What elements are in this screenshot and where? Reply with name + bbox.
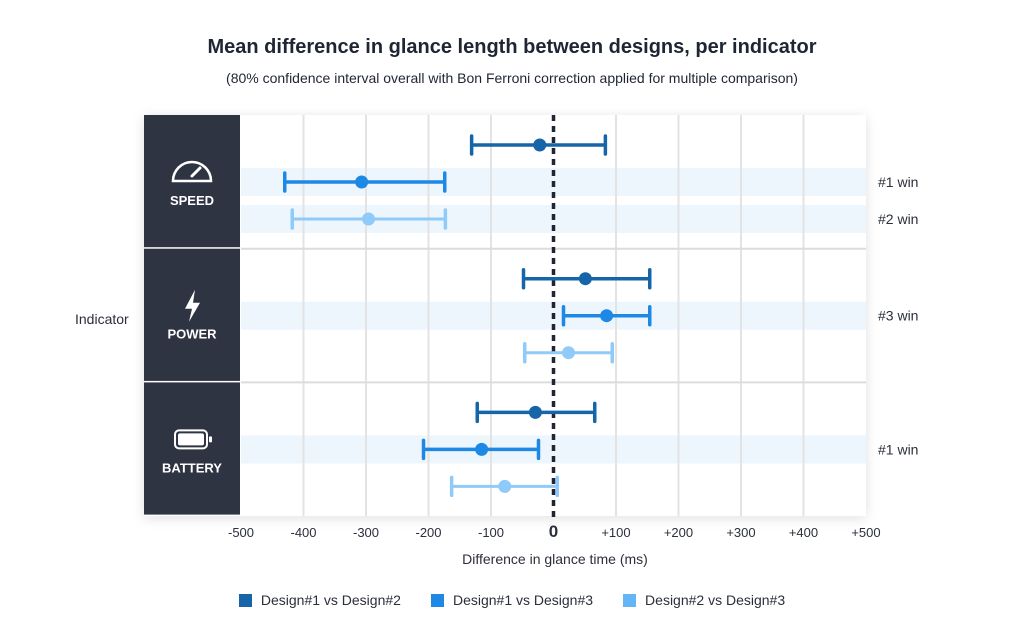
speedometer-icon <box>171 160 213 183</box>
x-tick-label: -200 <box>415 525 441 540</box>
x-tick-label: +200 <box>664 525 693 540</box>
legend-item: Design#1 vs Design#3 <box>430 592 594 608</box>
legend-item: Design#2 vs Design#3 <box>623 592 785 608</box>
x-tick-label: +500 <box>851 525 880 540</box>
legend-label: Design#1 vs Design#2 <box>260 592 401 608</box>
win-annotation: #2 win <box>878 211 918 227</box>
x-tick-label: -400 <box>290 525 316 540</box>
speedometer-needle-icon <box>190 166 202 178</box>
mean-point <box>562 346 575 360</box>
chart-title: Mean difference in glance length between… <box>207 36 817 58</box>
x-tick-label: -500 <box>228 525 254 540</box>
indicator-label: POWER <box>167 327 217 342</box>
y-axis-label: Indicator <box>75 311 129 327</box>
lightning-icon <box>185 289 200 322</box>
win-annotation: #1 win <box>878 174 918 190</box>
battery-icon <box>174 429 208 450</box>
mean-point <box>355 175 369 189</box>
mean-point <box>600 309 614 323</box>
legend-label: Design#2 vs Design#3 <box>645 592 786 608</box>
indicator-label: SPEED <box>170 193 214 208</box>
legend: Design#1 vs Design#2 Design#1 vs Design#… <box>0 592 1024 608</box>
mean-point <box>362 212 375 226</box>
indicator-label: BATTERY <box>162 460 222 475</box>
x-axis-label: Difference in glance time (ms) <box>462 551 648 567</box>
legend-swatch <box>623 593 637 607</box>
win-annotation: #1 win <box>878 441 918 457</box>
x-tick-label: -300 <box>353 525 379 540</box>
legend-swatch <box>238 593 252 607</box>
win-annotation: #3 win <box>878 308 918 324</box>
mean-point <box>528 405 542 419</box>
mean-point <box>578 272 592 286</box>
chart-subtitle: (80% confidence interval overall with Bo… <box>226 70 798 86</box>
mean-point <box>475 442 489 456</box>
battery-level-icon <box>178 433 204 446</box>
mean-point <box>498 479 512 493</box>
mean-point <box>533 138 547 152</box>
legend-label: Design#1 vs Design#3 <box>452 592 594 608</box>
x-tick-label: -100 <box>478 525 504 540</box>
x-tick-label: +400 <box>789 525 818 540</box>
legend-item: Design#1 vs Design#2 <box>238 592 401 608</box>
legend-swatch <box>430 593 444 607</box>
battery-tip-icon <box>209 436 212 443</box>
x-tick-label: 0 <box>549 522 558 541</box>
x-tick-label: +100 <box>601 525 630 540</box>
x-tick-label: +300 <box>726 525 755 540</box>
